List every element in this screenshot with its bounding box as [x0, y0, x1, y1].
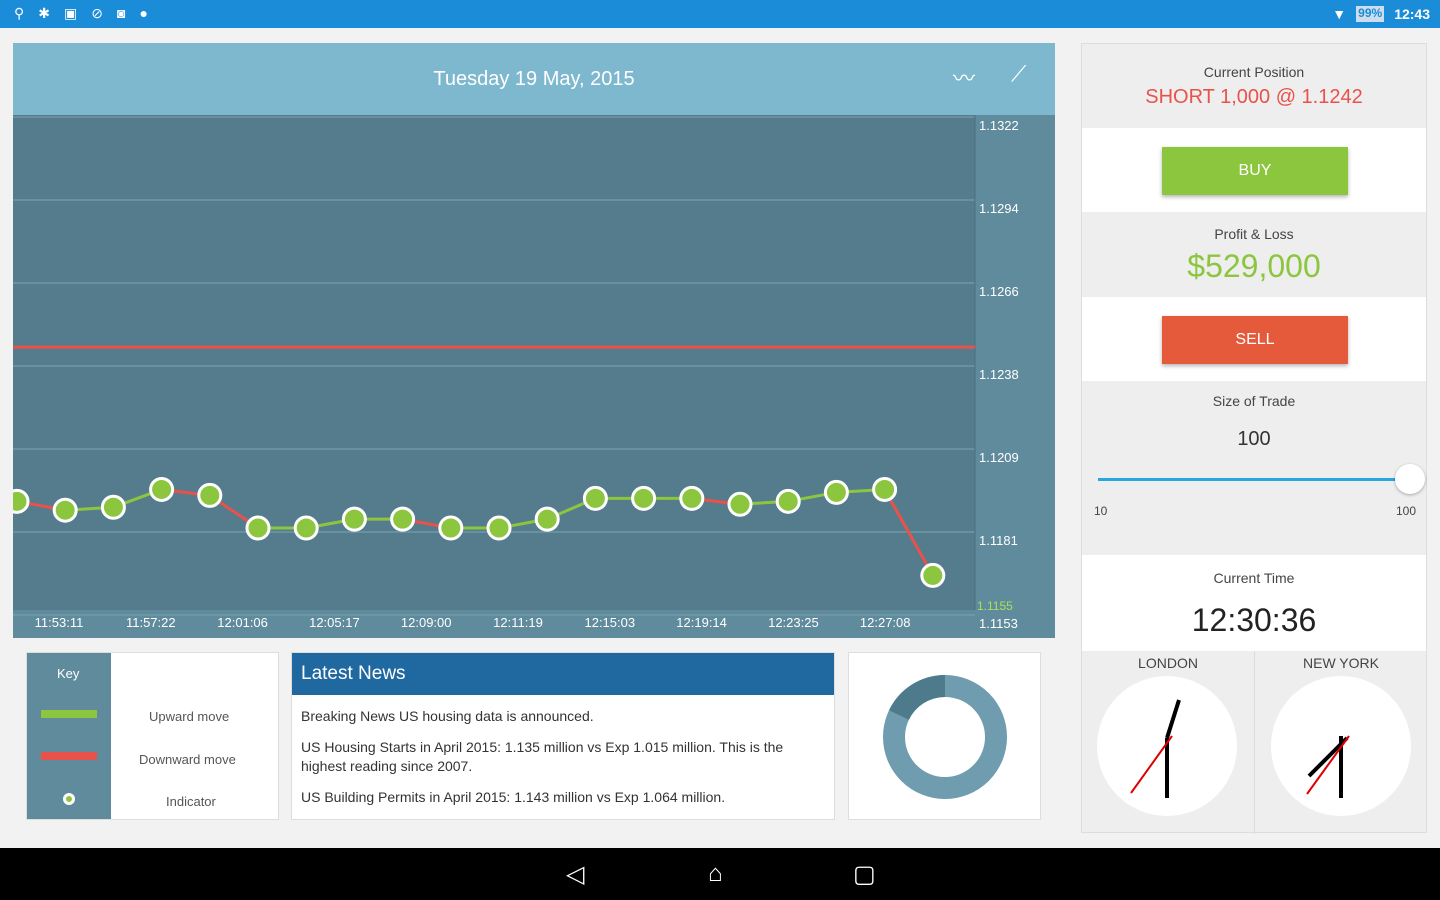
- x-tick-label: 12:15:03: [584, 615, 635, 630]
- x-tick-label: 12:05:17: [309, 615, 360, 630]
- slider-max: 100: [1395, 504, 1416, 518]
- size-value: 100: [1237, 428, 1271, 450]
- data-point: [245, 515, 271, 541]
- data-point: [534, 506, 560, 532]
- series-segment: [883, 488, 935, 577]
- news-item: Breaking News US housing data is announc…: [301, 708, 594, 724]
- x-tick-label: 12:23:25: [768, 615, 819, 630]
- data-point: [100, 494, 126, 520]
- data-point: [872, 476, 898, 502]
- wifi-icon: ▼: [1332, 6, 1347, 22]
- size-slider-track[interactable]: [1098, 478, 1410, 481]
- data-point: [13, 488, 30, 514]
- usb-icon: ⚲: [14, 5, 25, 21]
- buy-button[interactable]: BUY: [1162, 147, 1348, 195]
- chart-header: Tuesday 19 May, 2015: [13, 43, 1055, 115]
- london-clock: [1097, 676, 1237, 816]
- downward-swatch: [41, 752, 97, 760]
- back-icon[interactable]: ◁: [566, 861, 585, 888]
- data-point: [727, 491, 753, 517]
- data-point: [438, 515, 464, 541]
- key-swatches: Key: [27, 653, 111, 819]
- x-tick-label: 12:27:08: [860, 615, 911, 630]
- notification-icon: ●: [139, 5, 148, 21]
- key-indicator: Indicator: [166, 794, 216, 809]
- y-tick-label: 1.1153: [979, 616, 1018, 631]
- news-panel: Latest News Breaking News US housing dat…: [291, 652, 835, 820]
- pnl-label: Profit & Loss: [1214, 226, 1294, 242]
- status-bar: ⚲ ✱ ▣ ⊘ ◙ ● ▼ 99% 12:43: [0, 0, 1440, 28]
- status-time: 12:43: [1394, 6, 1430, 22]
- clock-city-newyork: NEW YORK: [1303, 655, 1379, 671]
- y-tick-label: 1.1322: [979, 118, 1019, 133]
- key-panel: Key Upward move Downward move Indicator: [26, 652, 279, 820]
- data-point: [823, 479, 849, 505]
- position-value: SHORT 1,000 @ 1.1242: [1145, 86, 1363, 108]
- usb-debug-icon: ✱: [38, 5, 50, 21]
- trend-chart-icon[interactable]: ⟋: [1011, 61, 1027, 86]
- data-point: [52, 497, 78, 523]
- data-point: [631, 485, 657, 511]
- y-tick-label: 1.1238: [979, 367, 1019, 382]
- data-point: [293, 515, 319, 541]
- y-tick-label: 1.1181: [979, 533, 1018, 548]
- data-point: [341, 506, 367, 532]
- indicator-swatch: [63, 793, 75, 805]
- upward-swatch: [41, 710, 97, 718]
- chart-date: Tuesday 19 May, 2015: [433, 68, 635, 90]
- nav-bar: ◁ ⌂ ▢: [0, 848, 1440, 900]
- sd-card-icon: ▣: [64, 5, 78, 21]
- key-upward: Upward move: [149, 709, 230, 724]
- y-tick-label: 1.1294: [979, 201, 1019, 216]
- current-price-label: 1.1155: [977, 599, 1013, 613]
- x-tick-label: 12:09:00: [401, 615, 452, 630]
- y-tick-label: 1.1209: [979, 450, 1019, 465]
- data-point: [486, 515, 512, 541]
- data-point: [775, 488, 801, 514]
- battery-icon: 99%: [1356, 6, 1385, 22]
- camera-icon: ◙: [116, 5, 126, 21]
- line-chart-icon[interactable]: 〰: [953, 66, 976, 91]
- data-point: [390, 506, 416, 532]
- newyork-clock: [1271, 676, 1411, 816]
- time-label: Current Time: [1213, 570, 1295, 586]
- clock-city-london: LONDON: [1138, 655, 1198, 671]
- sell-button[interactable]: SELL: [1162, 316, 1348, 364]
- x-tick-label: 12:11:19: [493, 615, 543, 630]
- key-downward: Downward move: [139, 752, 236, 767]
- recents-icon[interactable]: ▢: [853, 861, 876, 888]
- data-point: [920, 562, 946, 588]
- news-title: Latest News: [292, 653, 834, 695]
- key-title: Key: [57, 666, 80, 681]
- data-point: [197, 482, 223, 508]
- x-tick-label: 11:57:22: [126, 615, 176, 630]
- data-point: [149, 476, 175, 502]
- x-tick-label: 12:19:14: [676, 615, 727, 630]
- data-point: [679, 485, 705, 511]
- y-tick-label: 1.1266: [979, 284, 1019, 299]
- blocked-icon: ⊘: [91, 5, 103, 21]
- donut-panel: [848, 652, 1041, 820]
- price-chart: 1.1322 1.1294 1.1266 1.1238 1.1209 1.1181 1.11…: [13, 115, 1019, 631]
- time-value: 12:30:36: [1191, 602, 1317, 638]
- price-chart-panel: Tuesday 19 May, 2015 〰 ⟋ 1.1322 1.1294 1.1…: [13, 43, 1055, 638]
- size-label: Size of Trade: [1212, 393, 1296, 409]
- home-icon[interactable]: ⌂: [708, 860, 723, 887]
- slider-min: 10: [1094, 504, 1108, 518]
- size-slider-thumb[interactable]: [1395, 464, 1425, 494]
- news-item: US Building Permits in April 2015: 1.143…: [301, 789, 726, 805]
- x-tick-label: 12:01:06: [217, 615, 268, 630]
- news-item: US Housing Starts in April 2015: 1.135 m…: [301, 739, 784, 774]
- position-label: Current Position: [1203, 64, 1305, 80]
- pnl-value: $529,000: [1187, 248, 1321, 284]
- donut-chart: [883, 675, 1007, 799]
- x-tick-label: 11:53:11: [35, 615, 84, 630]
- data-point: [582, 485, 608, 511]
